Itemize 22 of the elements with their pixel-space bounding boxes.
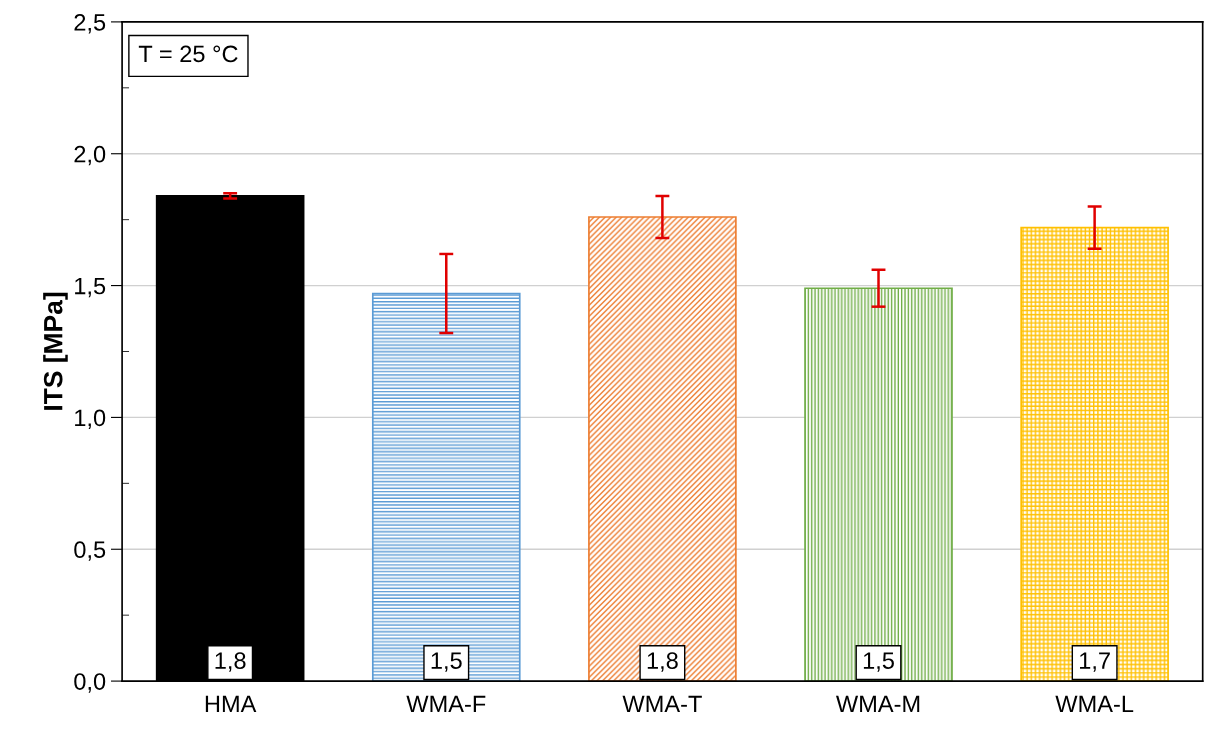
- y-axis-title: ITS [MPa]: [43, 292, 68, 410]
- bar: [1020, 226, 1169, 682]
- data-label: 1,8: [647, 652, 678, 672]
- bar: [804, 287, 953, 682]
- data-label: 1,5: [863, 652, 894, 672]
- bar: [371, 292, 521, 682]
- data-label: 1,5: [431, 652, 462, 672]
- y-tick-label: 2,0: [74, 145, 106, 166]
- x-tick-label: WMA-M: [836, 695, 920, 713]
- y-tick-label: 0,0: [74, 673, 106, 693]
- data-label: 1,7: [1080, 652, 1110, 672]
- y-tick-label: 1,0: [75, 409, 106, 429]
- x-tick-label: WMA-T: [622, 695, 702, 713]
- y-tick-label: 1,5: [75, 277, 106, 298]
- bar: [588, 216, 737, 682]
- y-tick-label: 2,5: [74, 13, 106, 34]
- x-tick-label: WMA-L: [1055, 695, 1134, 713]
- annotation: T = 25 °C: [138, 45, 238, 63]
- x-tick-label: WMA-F: [406, 695, 486, 713]
- x-tick-label: HMA: [205, 695, 257, 713]
- data-label: 1,8: [215, 652, 246, 672]
- y-tick-label: 0,5: [74, 541, 106, 561]
